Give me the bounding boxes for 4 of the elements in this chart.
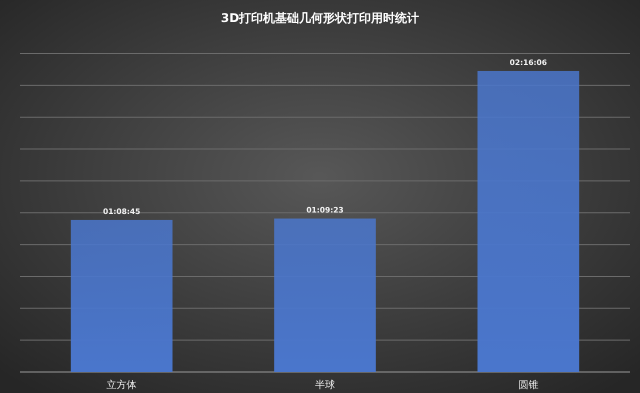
x-tick-label: 圆锥 [518,379,538,391]
x-tick-label: 立方体 [106,379,137,391]
chart-title: 3D打印机基础几何形状打印用时统计 [220,11,420,25]
x-tick-label: 半球 [315,379,335,391]
